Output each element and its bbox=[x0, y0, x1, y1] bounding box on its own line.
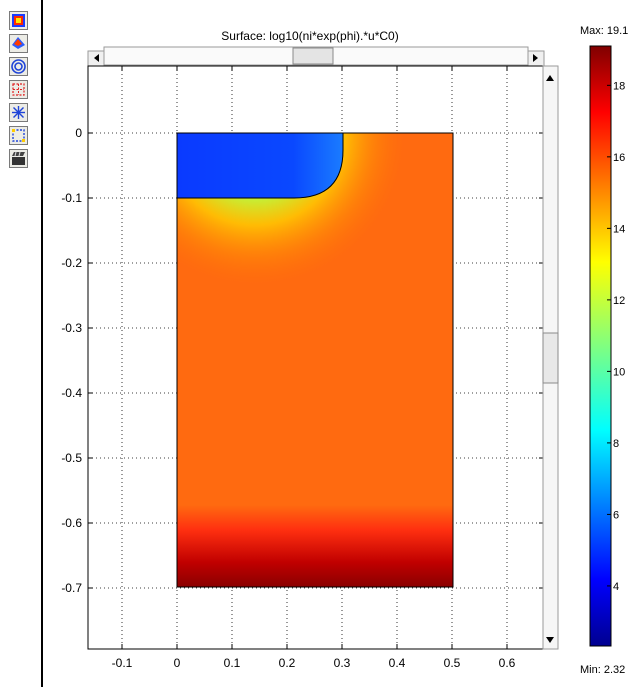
y-tick-label: -0.7 bbox=[61, 581, 82, 595]
low-value-region bbox=[177, 133, 343, 198]
selection-plot-icon[interactable] bbox=[9, 126, 28, 145]
x-tick-label: 0.5 bbox=[444, 656, 461, 670]
x-tick-label: 0.6 bbox=[499, 656, 516, 670]
x-tick-label: 0.1 bbox=[224, 656, 241, 670]
vertical-scrollbar[interactable] bbox=[542, 65, 559, 650]
x-tick-label: 0 bbox=[174, 656, 181, 670]
y-tick-label: -0.3 bbox=[61, 321, 82, 335]
scroll-right-arrow-icon[interactable] bbox=[533, 54, 538, 62]
y-axis: 0 -0.1 -0.2 -0.3 -0.4 -0.5 -0.6 -0.7 bbox=[61, 126, 544, 595]
colorbar-min-label: Min: 2.32 bbox=[580, 664, 625, 676]
horizontal-scroll-thumb[interactable] bbox=[292, 47, 334, 65]
contour-plot-icon[interactable] bbox=[9, 57, 28, 76]
colorbar-tick-label: 6 bbox=[613, 509, 619, 521]
scroll-down-arrow-icon[interactable] bbox=[546, 637, 554, 643]
arrow-plot-icon[interactable] bbox=[9, 103, 28, 122]
y-tick-label: 0 bbox=[75, 126, 82, 140]
y-tick-label: -0.4 bbox=[61, 386, 82, 400]
horizontal-scrollbar[interactable] bbox=[87, 46, 545, 67]
scroll-up-arrow-icon[interactable] bbox=[546, 75, 554, 81]
bottom-high-region bbox=[177, 505, 453, 587]
colorbar-tick-label: 4 bbox=[613, 581, 619, 593]
colorbar-tick-label: 12 bbox=[613, 295, 625, 307]
vertical-scroll-thumb[interactable] bbox=[542, 332, 559, 384]
colorbar-gradient bbox=[589, 45, 612, 647]
colorbar-tick-label: 18 bbox=[613, 80, 625, 92]
surface-plot-icon[interactable] bbox=[9, 11, 28, 30]
colorbar-ticks: 18 16 14 12 10 8 6 4 bbox=[607, 80, 625, 593]
x-tick-label: 0.2 bbox=[279, 656, 296, 670]
y-tick-label: -0.1 bbox=[61, 191, 82, 205]
colorbar-tick-label: 10 bbox=[613, 366, 625, 378]
domain-boundary bbox=[176, 132, 454, 588]
x-axis: -0.1 0 0.1 0.2 0.3 0.4 0.5 0.6 bbox=[112, 66, 516, 670]
pocket-boundary bbox=[177, 133, 344, 199]
y-tick-label: -0.2 bbox=[61, 256, 82, 270]
heatmap-surface bbox=[177, 133, 453, 587]
toolbar-divider bbox=[41, 0, 43, 687]
plot-title: Surface: log10(ni*exp(phi).*u*C0) bbox=[221, 29, 398, 43]
x-tick-label: 0.4 bbox=[389, 656, 406, 670]
y-tick-label: -0.5 bbox=[61, 451, 82, 465]
plot-toolbar bbox=[0, 0, 42, 687]
height-plot-icon[interactable] bbox=[9, 34, 28, 53]
colorbar-max-label: Max: 19.1 bbox=[580, 25, 628, 37]
boundary-plot-icon[interactable] bbox=[9, 80, 28, 99]
x-tick-label: -0.1 bbox=[112, 656, 133, 670]
colorbar-tick-label: 16 bbox=[613, 152, 625, 164]
colorbar-tick-label: 14 bbox=[613, 223, 625, 235]
scroll-left-arrow-icon[interactable] bbox=[94, 54, 99, 62]
y-tick-label: -0.6 bbox=[61, 516, 82, 530]
colorbar-tick-label: 8 bbox=[613, 438, 619, 450]
colorbar: Max: 19.1 18 16 14 12 10 8 6 4 Min: 2.32 bbox=[580, 25, 628, 676]
x-tick-label: 0.3 bbox=[334, 656, 351, 670]
animate-icon[interactable] bbox=[9, 149, 28, 168]
